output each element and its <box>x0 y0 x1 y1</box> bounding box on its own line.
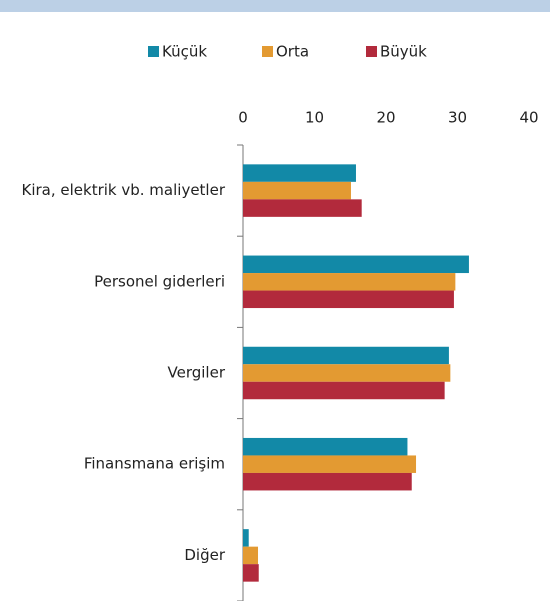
bar <box>243 472 412 491</box>
bar <box>243 564 259 582</box>
header-band <box>0 0 550 12</box>
x-tick-label: 40 <box>519 109 538 127</box>
x-tick-label: 10 <box>305 109 324 127</box>
y-tick-label: Vergiler <box>168 364 226 382</box>
legend-label: Küçük <box>162 43 207 61</box>
bar <box>243 199 362 217</box>
legend-label: Orta <box>276 43 309 61</box>
bar <box>243 273 456 291</box>
x-tick-label: 30 <box>448 109 467 127</box>
bar <box>243 290 454 309</box>
legend-swatch <box>366 46 377 57</box>
bar <box>243 364 451 382</box>
bar <box>243 346 449 365</box>
bar <box>243 546 259 565</box>
legend-swatch <box>262 46 273 57</box>
legend-swatch <box>148 46 159 57</box>
bar <box>243 437 408 456</box>
y-tick-label: Diğer <box>184 546 225 564</box>
legend-label: Büyük <box>380 43 427 61</box>
y-tick-label: Kira, elektrik vb. maliyetler <box>21 181 225 199</box>
bar <box>243 255 469 274</box>
bar <box>243 455 417 473</box>
x-tick-label: 20 <box>376 109 395 127</box>
bar <box>243 529 249 547</box>
bar <box>243 181 351 200</box>
bar <box>243 381 445 400</box>
y-tick-label: Personel giderleri <box>94 272 225 290</box>
bar <box>243 164 356 182</box>
x-tick-label: 0 <box>238 109 248 127</box>
y-tick-label: Finansmana erişim <box>84 455 225 473</box>
